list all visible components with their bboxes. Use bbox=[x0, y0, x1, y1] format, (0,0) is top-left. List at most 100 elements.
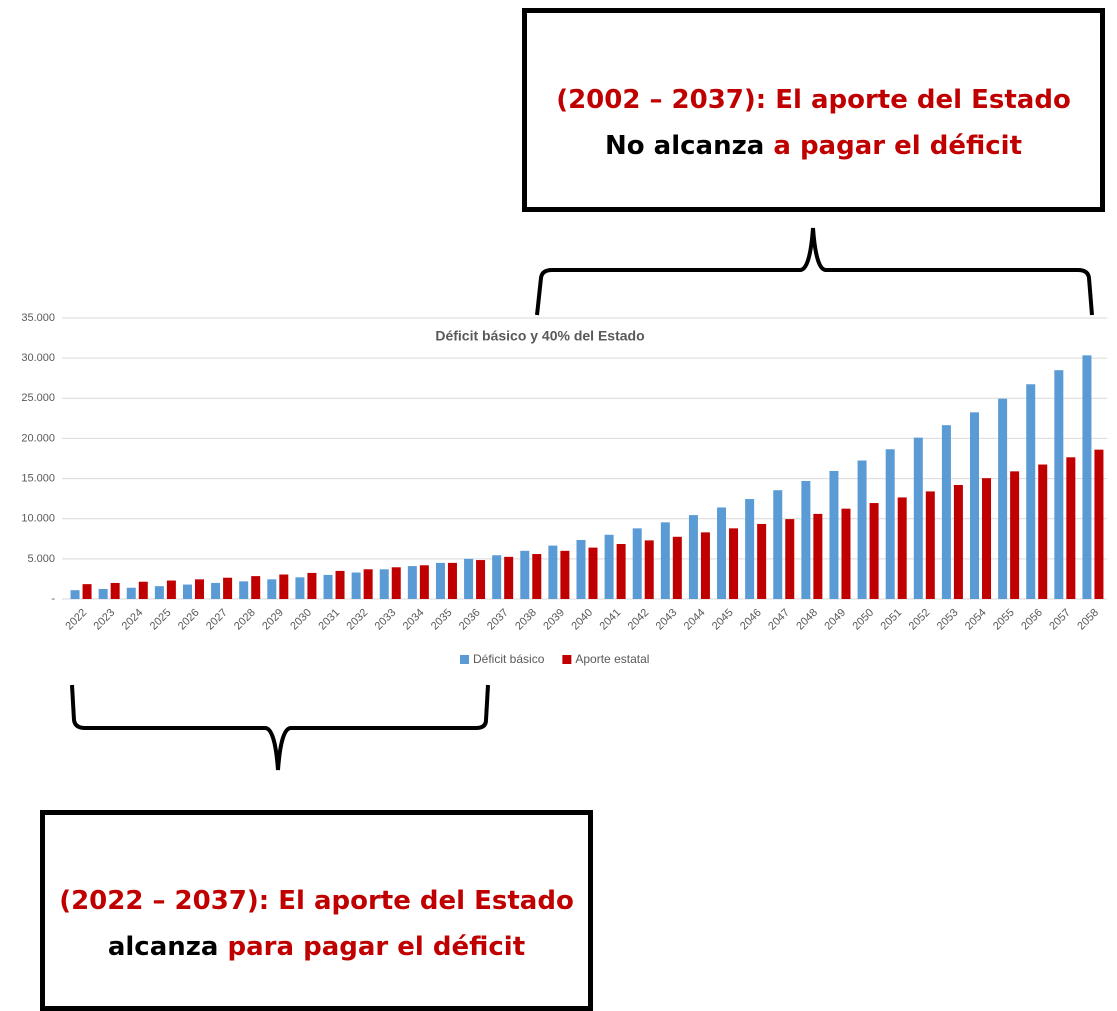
bar bbox=[700, 532, 710, 599]
x-tick-label: 2042 bbox=[626, 607, 652, 633]
annotation-line: alcanza para pagar el déficit bbox=[45, 924, 588, 970]
bar bbox=[492, 555, 502, 599]
bar bbox=[717, 507, 727, 599]
x-tick-label: 2035 bbox=[429, 607, 455, 633]
bar bbox=[941, 425, 951, 599]
bar bbox=[841, 508, 851, 599]
annotation-text: para pagar el déficit bbox=[227, 932, 526, 962]
legend-swatch bbox=[562, 655, 572, 664]
bar bbox=[419, 565, 429, 599]
x-tick-label: 2033 bbox=[373, 607, 399, 633]
bar bbox=[773, 490, 783, 599]
x-tick-label: 2044 bbox=[682, 607, 708, 633]
x-tick-label: 2041 bbox=[597, 607, 623, 633]
x-tick-label: 2045 bbox=[710, 607, 736, 633]
bar bbox=[953, 484, 963, 599]
brace-top bbox=[535, 227, 1094, 316]
y-tick-label: 5.000 bbox=[27, 553, 55, 565]
bar bbox=[829, 470, 839, 599]
bar bbox=[407, 566, 417, 599]
bar bbox=[869, 503, 879, 599]
bar bbox=[532, 554, 542, 599]
legend-label: Déficit básico bbox=[473, 652, 545, 666]
x-tick-label: 2054 bbox=[963, 607, 989, 633]
bar bbox=[335, 570, 345, 599]
x-tick-label: 2023 bbox=[92, 607, 118, 633]
bar bbox=[785, 519, 795, 599]
x-tick-label: 2040 bbox=[569, 607, 595, 633]
x-tick-label: 2051 bbox=[879, 607, 905, 633]
bar bbox=[560, 550, 570, 599]
x-tick-label: 2027 bbox=[204, 607, 230, 633]
bar bbox=[379, 569, 389, 599]
bar bbox=[1010, 471, 1020, 599]
x-tick-label: 2024 bbox=[120, 607, 146, 633]
bar bbox=[688, 515, 698, 599]
y-tick-label: - bbox=[51, 593, 55, 605]
annotation-line: No alcanza a pagar el déficit bbox=[527, 123, 1100, 169]
bar bbox=[913, 437, 923, 599]
y-tick-label: 20.000 bbox=[21, 432, 55, 444]
bar bbox=[476, 560, 486, 599]
annotation-text: alcanza bbox=[107, 932, 219, 962]
bar bbox=[295, 577, 305, 599]
bar bbox=[1026, 384, 1036, 599]
chart-title: Déficit básico y 40% del Estado bbox=[435, 328, 644, 344]
x-tick-label: 2038 bbox=[513, 607, 539, 633]
x-tick-label: 2057 bbox=[1047, 607, 1073, 633]
bar bbox=[576, 539, 586, 599]
bar bbox=[745, 499, 755, 599]
bar bbox=[435, 562, 445, 599]
annotation-box: (2022 – 2037): El aporte del Estado alca… bbox=[40, 810, 593, 1011]
bar bbox=[897, 497, 907, 599]
x-tick-label: 2046 bbox=[738, 607, 764, 633]
x-tick-label: 2026 bbox=[176, 607, 202, 633]
annotation-text: No alcanza bbox=[605, 131, 765, 161]
x-tick-label: 2043 bbox=[654, 607, 680, 633]
x-tick-label: 2053 bbox=[935, 607, 961, 633]
x-tick-label: 2030 bbox=[288, 607, 314, 633]
bar bbox=[885, 449, 895, 599]
x-tick-label: 2034 bbox=[401, 607, 427, 633]
bar bbox=[239, 581, 249, 599]
x-tick-label: 2029 bbox=[260, 607, 286, 633]
bar bbox=[1094, 449, 1104, 599]
y-tick-label: 35.000 bbox=[21, 312, 55, 324]
x-tick-label: 2049 bbox=[822, 607, 848, 633]
x-tick-label: 2032 bbox=[345, 607, 371, 633]
bar bbox=[70, 590, 80, 599]
bar bbox=[520, 550, 530, 599]
x-tick-label: 2055 bbox=[991, 607, 1017, 633]
bar bbox=[982, 478, 992, 599]
bar bbox=[857, 460, 867, 599]
y-tick-label: 25.000 bbox=[21, 392, 55, 404]
x-tick-label: 2036 bbox=[457, 607, 483, 633]
x-tick-label: 2048 bbox=[794, 607, 820, 633]
bar bbox=[110, 582, 120, 599]
bar bbox=[644, 540, 654, 599]
bar bbox=[1082, 355, 1092, 599]
bar bbox=[672, 536, 682, 599]
annotation-text: a pagar el déficit bbox=[773, 131, 1022, 161]
bar bbox=[223, 577, 233, 599]
bar bbox=[279, 574, 289, 599]
bar bbox=[1038, 464, 1048, 599]
bar bbox=[925, 491, 935, 599]
bar bbox=[757, 523, 767, 599]
bar bbox=[98, 588, 108, 599]
annotation-line: (2002 – 2037): El aporte del Estado bbox=[556, 85, 1071, 115]
bar bbox=[1066, 457, 1076, 599]
x-tick-label: 2025 bbox=[148, 607, 174, 633]
bar bbox=[251, 576, 261, 599]
bar bbox=[504, 556, 514, 599]
x-tick-label: 2022 bbox=[63, 607, 89, 633]
bar bbox=[632, 528, 642, 599]
legend-label: Aporte estatal bbox=[575, 652, 649, 666]
bar bbox=[998, 398, 1008, 599]
bar bbox=[323, 574, 333, 599]
y-tick-label: 30.000 bbox=[21, 352, 55, 364]
y-tick-label: 10.000 bbox=[21, 513, 55, 525]
x-tick-label: 2039 bbox=[541, 607, 567, 633]
